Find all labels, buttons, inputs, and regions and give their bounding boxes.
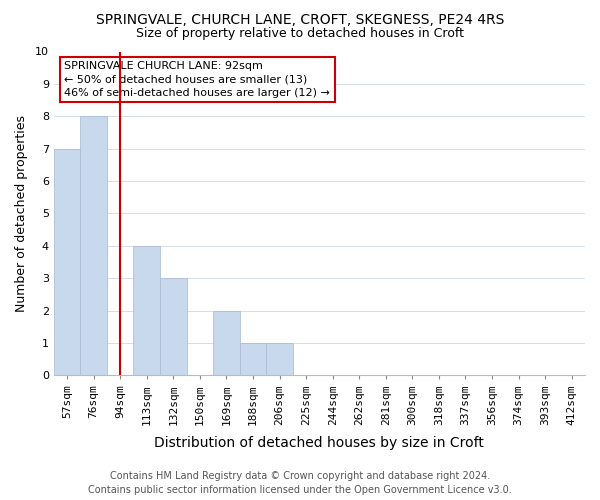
Y-axis label: Number of detached properties: Number of detached properties — [15, 115, 28, 312]
Text: Size of property relative to detached houses in Croft: Size of property relative to detached ho… — [136, 28, 464, 40]
Bar — [213, 310, 240, 376]
Bar — [160, 278, 187, 376]
Bar — [266, 343, 293, 376]
Bar — [80, 116, 107, 376]
Bar — [133, 246, 160, 376]
Bar — [240, 343, 266, 376]
Text: SPRINGVALE CHURCH LANE: 92sqm
← 50% of detached houses are smaller (13)
46% of s: SPRINGVALE CHURCH LANE: 92sqm ← 50% of d… — [64, 61, 331, 98]
X-axis label: Distribution of detached houses by size in Croft: Distribution of detached houses by size … — [154, 436, 484, 450]
Text: SPRINGVALE, CHURCH LANE, CROFT, SKEGNESS, PE24 4RS: SPRINGVALE, CHURCH LANE, CROFT, SKEGNESS… — [96, 12, 504, 26]
Text: Contains HM Land Registry data © Crown copyright and database right 2024.
Contai: Contains HM Land Registry data © Crown c… — [88, 471, 512, 495]
Bar — [54, 148, 80, 376]
